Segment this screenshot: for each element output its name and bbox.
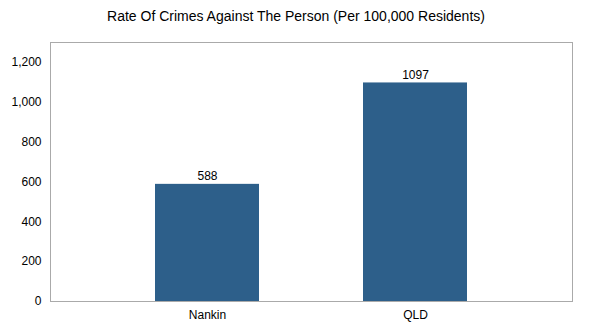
svg-text:Nankin: Nankin — [189, 308, 226, 322]
svg-text:QLD: QLD — [403, 308, 428, 322]
svg-text:400: 400 — [21, 215, 41, 229]
svg-text:1097: 1097 — [402, 68, 429, 82]
svg-text:0: 0 — [35, 294, 42, 308]
svg-text:588: 588 — [197, 169, 217, 183]
svg-text:1,200: 1,200 — [11, 55, 41, 69]
svg-text:600: 600 — [21, 175, 41, 189]
svg-text:1,000: 1,000 — [11, 95, 41, 109]
svg-text:200: 200 — [21, 254, 41, 268]
html-text:Rate Of Crimes Against The Per: Rate Of Crimes Against The Person (Per 1… — [107, 8, 485, 24]
svg-text:800: 800 — [21, 135, 41, 149]
